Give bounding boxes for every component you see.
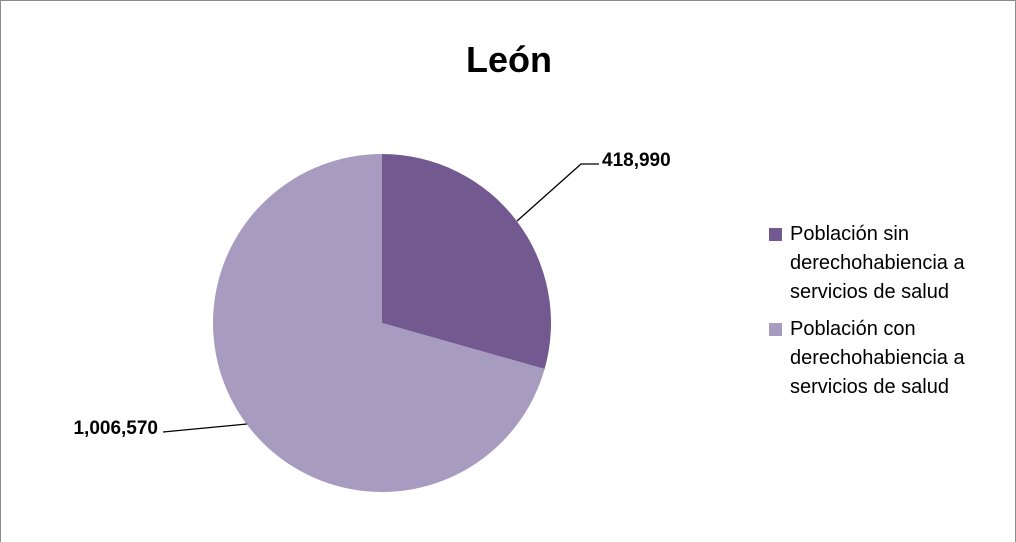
leader-line-sin [516, 163, 599, 222]
pie-slice-con [213, 154, 545, 492]
legend: Población sin derechohabiencia a servici… [769, 220, 1009, 410]
legend-swatch-con [769, 323, 782, 336]
legend-item-con: Población con derechohabiencia a servici… [769, 315, 1009, 402]
legend-label-sin: Población sin derechohabiencia a servici… [790, 223, 965, 303]
chart-title: León [466, 39, 552, 80]
data-label-con: 1,006,570 [73, 418, 158, 439]
legend-swatch-sin [769, 228, 782, 241]
pie-slice-sin [382, 154, 552, 370]
data-labels: 418,990 1,006,570 [73, 150, 670, 439]
legend-label-con: Población con derechohabiencia a servici… [790, 318, 965, 398]
legend-item-sin: Población sin derechohabiencia a servici… [769, 220, 1009, 307]
data-label-sin: 418,990 [602, 150, 671, 171]
leader-line-con [162, 423, 248, 433]
pie-slices [213, 154, 552, 492]
leader-lines [162, 163, 599, 433]
